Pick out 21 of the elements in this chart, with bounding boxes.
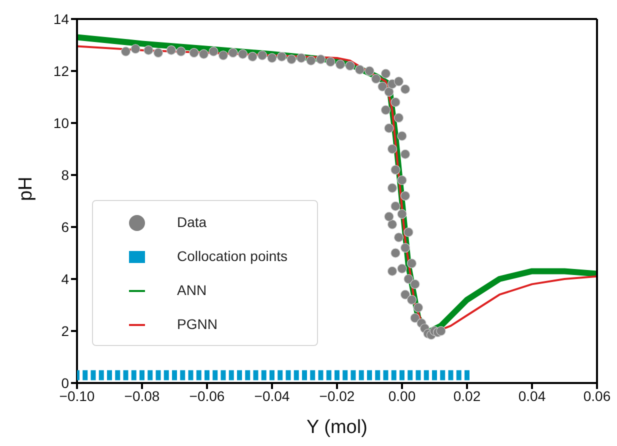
x-axis-title: Y (mol)	[306, 417, 368, 438]
x-tick-label: −0.08	[124, 388, 160, 404]
y-axis-title: pH	[16, 176, 37, 201]
legend-label: PGNN	[177, 315, 218, 334]
legend-label: ANN	[177, 281, 207, 300]
y-tick-label: 10	[53, 114, 70, 131]
y-tick-label: 2	[61, 322, 70, 339]
legend-label: Collocation points	[177, 247, 288, 266]
y-tick-label: 6	[61, 218, 70, 235]
y-tick-label: 4	[61, 270, 70, 287]
x-tick-label: −0.06	[189, 388, 225, 404]
y-tick-label: 12	[53, 62, 70, 79]
y-tick-label: 14	[53, 10, 70, 27]
x-tick-label: 0.04	[518, 388, 546, 404]
x-tick-label: 0.06	[583, 388, 611, 404]
legend-label: Data	[177, 213, 207, 232]
x-tick-label: −0.02	[319, 388, 355, 404]
x-tick-label: −0.04	[254, 388, 290, 404]
x-tick-label: 0.00	[388, 388, 416, 404]
y-tick-label: 8	[61, 166, 70, 183]
x-tick-label: 0.02	[453, 388, 481, 404]
